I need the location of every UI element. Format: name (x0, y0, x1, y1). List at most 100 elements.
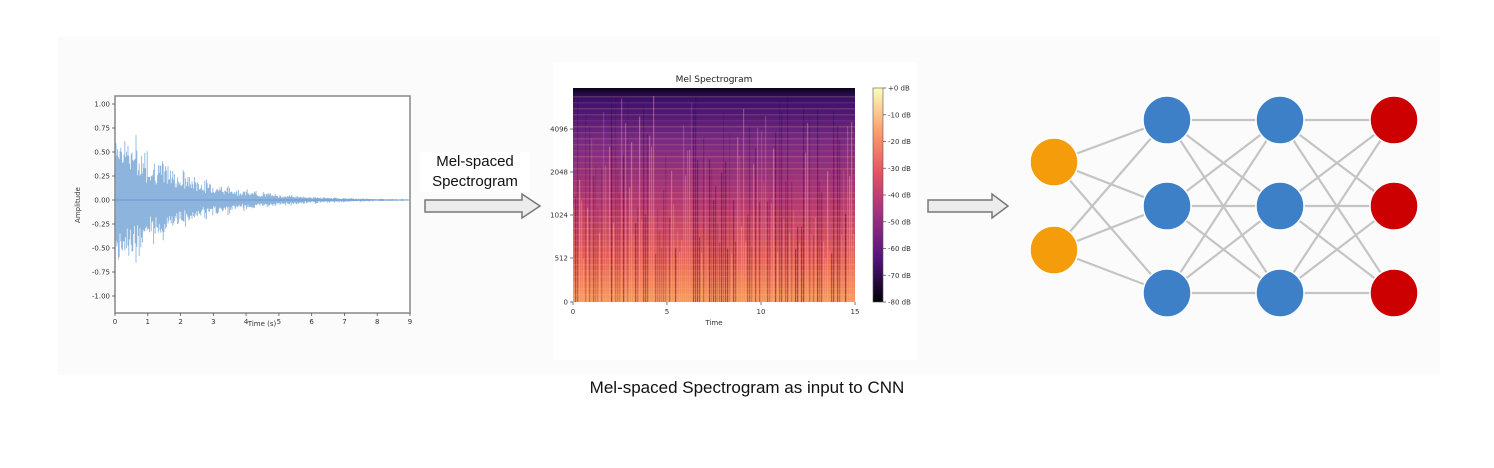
y-tick-label: 4096 (550, 126, 568, 134)
spectrogram-band (573, 270, 855, 272)
spectrogram-column (723, 112, 725, 302)
spectrogram-column (847, 126, 849, 302)
spectrogram-column (663, 190, 665, 302)
network-node (1369, 268, 1419, 318)
spectrogram-column (709, 159, 711, 302)
spectrogram-column (577, 98, 579, 302)
x-tick-label: 7 (342, 318, 346, 326)
spectrogram-column (719, 242, 721, 302)
waveform-ylabel: Amplitude (74, 187, 82, 223)
spectrogram-title: Mel Spectrogram (676, 75, 753, 85)
spectrogram-column (655, 253, 657, 302)
spectrogram-band (573, 198, 855, 200)
spectrogram-band (573, 282, 855, 284)
spectrogram-column (619, 192, 621, 302)
spectrogram-column (705, 158, 707, 302)
spectrogram-column (743, 108, 745, 302)
spectrogram-column (649, 135, 651, 302)
arrow-right-icon (424, 192, 542, 220)
x-tick-label: 6 (309, 318, 314, 326)
y-tick-label: 1024 (550, 212, 568, 220)
spectrogram-column (609, 146, 611, 302)
spectrogram-column (635, 223, 637, 302)
spectrogram-column (601, 167, 603, 302)
spectrogram-column (691, 102, 693, 302)
y-tick-label: -0.50 (92, 245, 110, 253)
spectrogram-column (763, 182, 765, 302)
spectrogram-band (573, 168, 855, 170)
colorbar-tick-label: -50 dB (888, 218, 911, 226)
x-tick-label: 15 (851, 308, 860, 316)
y-tick-label: -1.00 (92, 293, 110, 301)
spectrogram-column (771, 203, 773, 302)
spectrogram-column (807, 123, 809, 302)
network-node (1255, 95, 1305, 145)
network-edges (1053, 118, 1395, 295)
spectrogram-band (573, 150, 855, 152)
spectrogram-column (799, 243, 801, 302)
spectrogram-column (797, 227, 799, 302)
spectrogram-column (587, 207, 589, 302)
spectrogram-column (725, 161, 727, 302)
colorbar-tick-label: -40 dB (888, 192, 911, 200)
spectrogram-column (589, 125, 591, 302)
spectrogram-column (603, 112, 605, 302)
spectrogram-column (707, 246, 709, 302)
spectrogram-column (639, 116, 641, 302)
x-tick-label: 10 (757, 308, 766, 316)
spectrogram-column (739, 155, 741, 302)
spectrogram-column (679, 252, 681, 302)
spectrogram-column (835, 261, 837, 302)
network-nodes (1029, 95, 1419, 318)
spectrogram-column (787, 95, 789, 302)
spectrogram-column (585, 115, 587, 302)
network-edge (1279, 119, 1395, 294)
spectrogram-column (613, 223, 615, 302)
spectrogram-column (573, 205, 575, 302)
spectrogram-band (573, 240, 855, 242)
spectrogram-column (803, 106, 805, 302)
spectrogram-column (671, 170, 673, 302)
waveform-xlabel: Time (s) (247, 320, 277, 328)
spectrogram-column (829, 249, 831, 302)
spectrogram-band (573, 180, 855, 182)
spectrogram-band (573, 114, 855, 116)
spectrogram-column (735, 241, 737, 302)
spectrogram-column (623, 155, 625, 302)
spectrogram-column (677, 231, 679, 302)
colorbar-tick-label: -20 dB (888, 138, 911, 146)
spectrogram-column (727, 248, 729, 302)
spectrogram-column (641, 219, 643, 302)
spectrogram-column (729, 132, 731, 302)
network-node (1255, 268, 1305, 318)
x-tick-label: 8 (375, 318, 379, 326)
spectrogram-band (573, 234, 855, 236)
spectrogram-column (695, 93, 697, 302)
network-node (1369, 181, 1419, 231)
spectrogram-column (819, 181, 821, 302)
spectrogram-column (615, 99, 617, 302)
spectrogram-column (717, 223, 719, 302)
spectrogram-band (573, 138, 855, 140)
spectrogram-column (673, 204, 675, 302)
spectrogram-column (721, 172, 723, 302)
spectrogram-band (573, 210, 855, 212)
colorbar-tick-label: -70 dB (888, 272, 911, 280)
spectrogram-column (621, 98, 623, 302)
spectrogram-band (573, 144, 855, 146)
colorbar-tick-label: -30 dB (888, 165, 911, 173)
spectrogram-column (823, 241, 825, 302)
spectrogram-band (573, 276, 855, 278)
spectrogram-column (669, 217, 671, 302)
network-edge (1166, 119, 1281, 294)
y-tick-label: 0.75 (94, 125, 110, 133)
spectrogram-column (579, 179, 581, 302)
spectrogram-column (811, 235, 813, 302)
spectrogram-column (643, 105, 645, 302)
spectrogram-column (837, 125, 839, 302)
spectrogram-column (599, 232, 601, 302)
spectrogram-column (815, 216, 817, 302)
spectrogram-column (779, 99, 781, 302)
colorbar (872, 87, 884, 303)
spectrogram-band (573, 96, 855, 98)
